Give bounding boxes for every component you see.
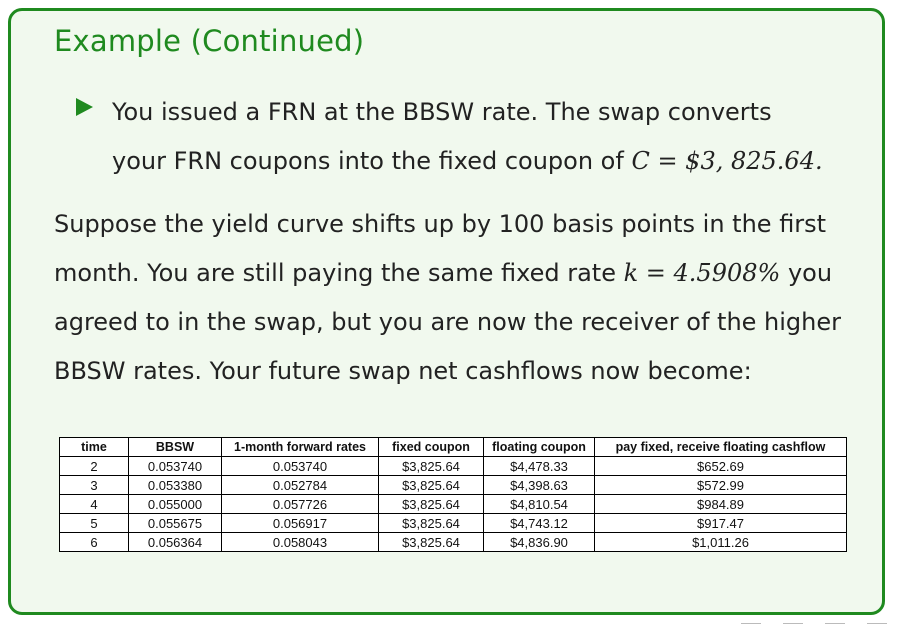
- nav-mark-icon[interactable]: [867, 623, 887, 630]
- cell-net-cashflow: $1,011.26: [594, 532, 847, 552]
- table-row: 5 0.055675 0.056917 $3,825.64 $4,743.12 …: [59, 513, 847, 533]
- nav-mark-icon[interactable]: [741, 623, 761, 630]
- body-paragraph: Suppose the yield curve shifts up by 100…: [54, 200, 854, 396]
- table-row: 6 0.056364 0.058043 $3,825.64 $4,836.90 …: [59, 532, 847, 552]
- cell-fixed-coupon: $3,825.64: [378, 532, 484, 552]
- cell-bbsw: 0.053740: [128, 456, 222, 476]
- cell-forward-rate: 0.052784: [221, 475, 379, 495]
- bullet-line-2: your FRN coupons into the fixed coupon o…: [112, 147, 632, 175]
- cashflow-table: time BBSW 1-month forward rates fixed co…: [59, 437, 847, 552]
- cell-fixed-coupon: $3,825.64: [378, 475, 484, 495]
- bullet-line-1: You issued a FRN at the BBSW rate. The s…: [112, 98, 772, 126]
- triangle-bullet-icon: [76, 98, 93, 116]
- cell-floating-coupon: $4,478.33: [483, 456, 595, 476]
- table-row: 3 0.053380 0.052784 $3,825.64 $4,398.63 …: [59, 475, 847, 495]
- block-title: Example (Continued): [54, 24, 365, 58]
- paragraph-part-2: you agreed to in the swap, but you are n…: [54, 259, 842, 385]
- cell-time: 2: [59, 456, 129, 476]
- cell-time: 6: [59, 532, 129, 552]
- cell-forward-rate: 0.053740: [221, 456, 379, 476]
- bullet-text: You issued a FRN at the BBSW rate. The s…: [112, 88, 852, 186]
- fixed-coupon-formula: C = $3, 825.64.: [631, 147, 823, 175]
- table-row: 2 0.053740 0.053740 $3,825.64 $4,478.33 …: [59, 456, 847, 476]
- cell-bbsw: 0.056364: [128, 532, 222, 552]
- cell-floating-coupon: $4,836.90: [483, 532, 595, 552]
- cell-time: 3: [59, 475, 129, 495]
- cell-bbsw: 0.055000: [128, 494, 222, 514]
- header-forward-rates: 1-month forward rates: [221, 437, 379, 457]
- fixed-rate-formula: k = 4.5908%: [623, 259, 781, 287]
- cell-forward-rate: 0.057726: [221, 494, 379, 514]
- cell-net-cashflow: $917.47: [594, 513, 847, 533]
- cell-net-cashflow: $572.99: [594, 475, 847, 495]
- cell-fixed-coupon: $3,825.64: [378, 513, 484, 533]
- table-row: 4 0.055000 0.057726 $3,825.64 $4,810.54 …: [59, 494, 847, 514]
- cell-bbsw: 0.053380: [128, 475, 222, 495]
- header-bbsw: BBSW: [128, 437, 222, 457]
- cell-floating-coupon: $4,810.54: [483, 494, 595, 514]
- cashflow-table-container: time BBSW 1-month forward rates fixed co…: [59, 437, 847, 552]
- cell-net-cashflow: $652.69: [594, 456, 847, 476]
- header-floating-coupon: floating coupon: [483, 437, 595, 457]
- cell-time: 4: [59, 494, 129, 514]
- cell-floating-coupon: $4,398.63: [483, 475, 595, 495]
- cell-forward-rate: 0.058043: [221, 532, 379, 552]
- paragraph-part-1: Suppose the yield curve shifts up by 100…: [54, 210, 827, 287]
- nav-mark-icon[interactable]: [783, 623, 803, 630]
- slide-navigation: [741, 623, 887, 630]
- header-net-cashflow: pay fixed, receive floating cashflow: [594, 437, 847, 457]
- cell-fixed-coupon: $3,825.64: [378, 456, 484, 476]
- cell-floating-coupon: $4,743.12: [483, 513, 595, 533]
- cell-net-cashflow: $984.89: [594, 494, 847, 514]
- cell-bbsw: 0.055675: [128, 513, 222, 533]
- cell-fixed-coupon: $3,825.64: [378, 494, 484, 514]
- header-time: time: [59, 437, 129, 457]
- cell-forward-rate: 0.056917: [221, 513, 379, 533]
- header-fixed-coupon: fixed coupon: [378, 437, 484, 457]
- cell-time: 5: [59, 513, 129, 533]
- table-header-row: time BBSW 1-month forward rates fixed co…: [59, 437, 847, 457]
- nav-mark-icon[interactable]: [825, 623, 845, 630]
